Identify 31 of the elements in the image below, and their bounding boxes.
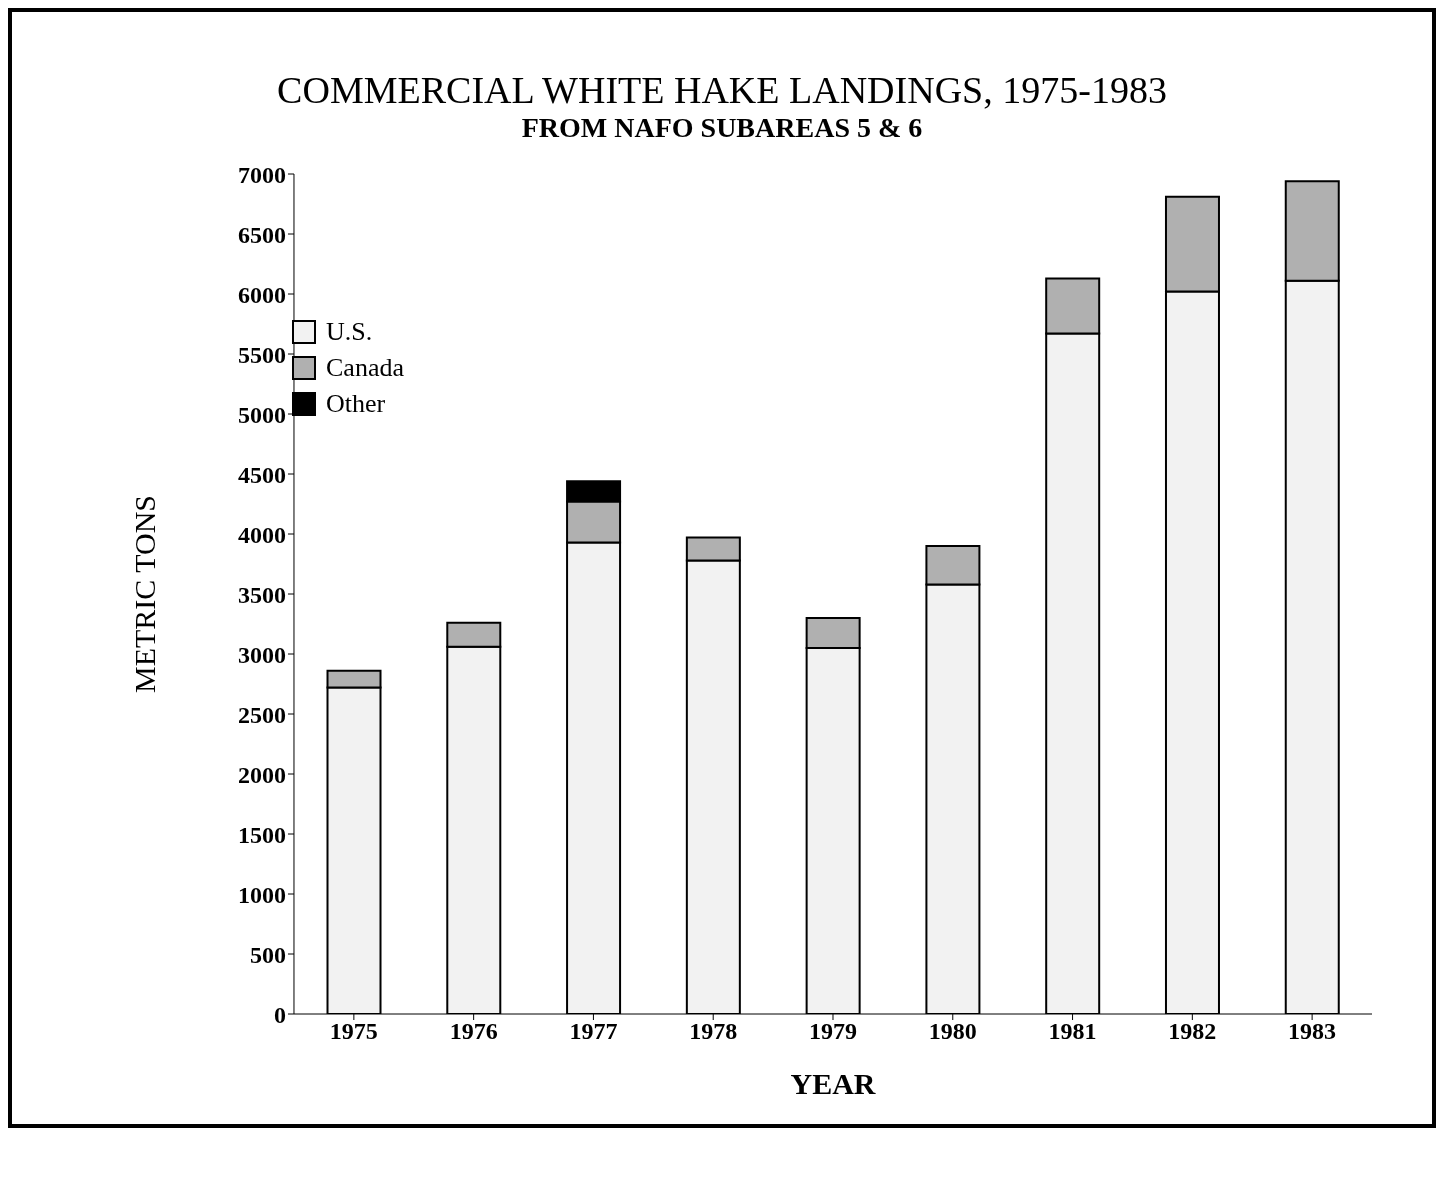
x-axis-title: YEAR	[790, 1067, 876, 1100]
y-tick-label: 2500	[237, 701, 286, 728]
x-tick-label: 1979	[808, 1018, 857, 1045]
y-tick-label: 4500	[237, 461, 286, 488]
y-tick-label: 5500	[237, 341, 286, 368]
y-tick-label: 6500	[237, 221, 286, 248]
y-tick-label: 6000	[237, 281, 286, 308]
y-tick-label: 0	[273, 1001, 286, 1028]
y-tick-label: 2000	[237, 761, 286, 788]
x-tick-label: 1975	[329, 1018, 378, 1045]
y-axis-title: METRIC TONS	[127, 494, 161, 694]
legend-label: U.S.	[326, 316, 373, 348]
x-tick-label: 1977	[569, 1018, 618, 1045]
x-tick-label: 1981	[1048, 1018, 1097, 1045]
chart-title: COMMERCIAL WHITE HAKE LANDINGS, 1975-1983	[276, 68, 1168, 112]
x-tick-label: 1978	[689, 1018, 738, 1045]
x-tick-label: 1982	[1168, 1018, 1217, 1045]
x-tick-label: 1983	[1288, 1018, 1337, 1045]
y-tick-label: 1500	[237, 821, 286, 848]
x-tick-label: 1980	[928, 1018, 977, 1045]
x-tick-label: 1976	[449, 1018, 498, 1045]
y-tick-label: 1000	[237, 881, 286, 908]
legend-label: Other	[326, 388, 386, 420]
y-tick-label: 500	[249, 941, 286, 968]
chart-subtitle: FROM NAFO SUBAREAS 5 & 6	[520, 112, 924, 144]
legend-label: Canada	[326, 352, 404, 384]
y-tick-label: 3000	[237, 641, 286, 668]
y-tick-label: 7000	[237, 161, 286, 188]
y-tick-label: 3500	[237, 581, 286, 608]
y-tick-label: 4000	[237, 521, 286, 548]
y-tick-label: 5000	[237, 401, 286, 428]
